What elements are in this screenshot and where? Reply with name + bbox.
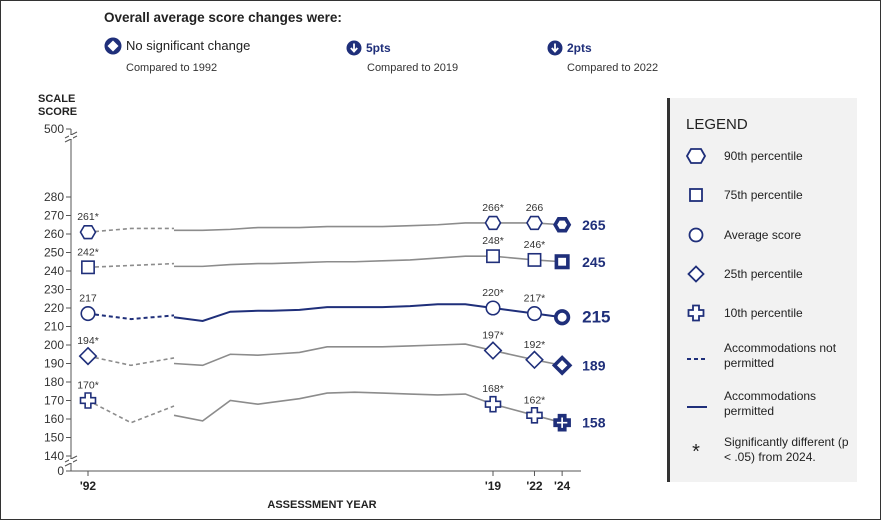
legend-title: LEGEND	[686, 116, 748, 133]
series-circle-final-label: 215	[582, 307, 610, 326]
series-plus-data-label: 170*	[77, 380, 99, 392]
series-square-final-label: 245	[582, 254, 606, 270]
legend-label-average: Average score	[724, 228, 801, 243]
series-diamond-data-label: 192*	[524, 339, 546, 351]
series-circle-data-label: 220*	[482, 287, 504, 299]
series-square-data-label: 248*	[482, 235, 504, 247]
series-plus-final-marker	[555, 416, 569, 430]
series-hexagon-dashed-line	[88, 228, 174, 232]
series-plus-dashed-line	[88, 401, 174, 423]
y-tick-label: 270	[44, 209, 64, 223]
series-circle-marker	[81, 307, 95, 321]
y-tick-label: 170	[44, 394, 64, 408]
series-square-data-label: 242*	[77, 246, 99, 258]
y-tick-label: 160	[44, 412, 64, 426]
series-diamond-solid-line	[174, 344, 562, 365]
asterisk-icon: *	[686, 441, 706, 461]
y-tick-label: 190	[44, 357, 64, 371]
solid-line-icon	[686, 397, 708, 417]
legend-label-not-permitted: Accommodations not permitted	[724, 341, 844, 371]
series-diamond-final-label: 189	[582, 357, 606, 373]
x-axis-label: ASSESSMENT YEAR	[267, 499, 376, 511]
series-diamond-data-label: 194*	[77, 335, 99, 347]
y-tick-label: 230	[44, 283, 64, 297]
series-hexagon-marker	[527, 217, 542, 230]
legend-label-significant: Significantly different (p < .05) from 2…	[724, 435, 852, 465]
series-diamond-data-label: 197*	[482, 330, 504, 342]
y-axis-label-line1: SCALE	[38, 93, 75, 105]
series-square-marker	[528, 254, 540, 266]
series-square-dashed-line	[88, 264, 174, 268]
y-tick-label: 200	[44, 338, 64, 352]
series-circle-marker	[528, 307, 542, 321]
svg-text:*: *	[692, 441, 700, 461]
y-tick-label: 280	[44, 190, 64, 204]
y-tick-label: 180	[44, 375, 64, 389]
y-tick-label: 260	[44, 227, 64, 241]
series-hexagon-marker	[485, 217, 500, 230]
series-hexagon-solid-line	[174, 223, 562, 230]
dashed-line-icon	[686, 349, 708, 369]
x-tick-label: '22	[526, 479, 543, 493]
y-axis-label-line2: SCORE	[38, 106, 77, 118]
series-diamond-dashed-line	[88, 356, 174, 365]
y-axis-break-gap	[69, 459, 73, 463]
series-circle-solid-line	[174, 304, 562, 321]
series-plus-final-label: 158	[582, 415, 606, 431]
x-tick-label: '92	[80, 479, 97, 493]
series-square-marker	[487, 250, 499, 262]
hexagon-icon	[686, 146, 706, 166]
series-square-final-marker	[556, 256, 567, 267]
series-hexagon-data-label: 261*	[77, 211, 99, 223]
series-square-data-label: 246*	[524, 239, 546, 251]
legend-label-90th: 90th percentile	[724, 149, 803, 164]
series-hexagon-final-marker	[555, 219, 569, 231]
series-circle-data-label: 217*	[524, 293, 546, 305]
series-square-marker	[82, 261, 94, 273]
y-tick-label: 0	[57, 464, 64, 478]
x-tick-label: '24	[554, 479, 571, 493]
y-tick-label: 250	[44, 246, 64, 260]
series-hexagon-marker	[81, 226, 96, 239]
legend-label-75th: 75th percentile	[724, 188, 803, 203]
series-hexagon-final-label: 265	[582, 217, 606, 233]
diamond-icon	[686, 264, 706, 284]
y-tick-label: 500	[44, 122, 64, 136]
series-circle-data-label: 217	[79, 293, 97, 305]
series-diamond-marker	[485, 342, 502, 359]
series-plus-marker	[81, 393, 96, 408]
series-plus-data-label: 168*	[482, 383, 504, 395]
series-hexagon-data-label: 266	[526, 202, 544, 214]
series-circle-dashed-line	[88, 314, 174, 320]
series-diamond-marker	[80, 348, 97, 365]
y-axis-break-gap	[69, 135, 73, 139]
series-circle-final-marker	[556, 311, 569, 324]
square-icon	[686, 185, 706, 205]
series-square-solid-line	[174, 256, 562, 266]
plus-icon	[686, 303, 706, 323]
series-diamond-marker	[526, 352, 543, 369]
series-plus-marker	[527, 408, 542, 423]
y-tick-label: 210	[44, 320, 64, 334]
legend-panel: LEGEND 90th percentile 75th percentile A…	[667, 98, 857, 482]
legend-label-permitted: Accommodations permitted	[724, 389, 834, 419]
y-tick-label: 220	[44, 301, 64, 315]
series-plus-data-label: 162*	[524, 394, 546, 406]
series-plus-marker	[485, 397, 500, 412]
circle-icon	[686, 225, 706, 245]
legend-label-10th: 10th percentile	[724, 306, 803, 321]
x-tick-label: '19	[485, 479, 502, 493]
y-tick-label: 140	[44, 449, 64, 463]
series-hexagon-data-label: 266*	[482, 202, 504, 214]
series-diamond-final-marker	[554, 358, 569, 373]
y-tick-label: 240	[44, 264, 64, 278]
series-circle-marker	[486, 301, 500, 315]
y-tick-label: 150	[44, 431, 64, 445]
series-plus-solid-line	[174, 392, 562, 423]
legend-label-25th: 25th percentile	[724, 267, 803, 282]
